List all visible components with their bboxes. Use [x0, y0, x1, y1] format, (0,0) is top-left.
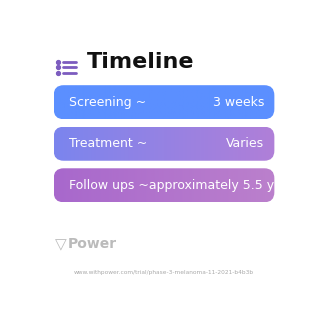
Text: Power: Power [67, 237, 116, 251]
Text: www.withpower.com/trial/phase-3-melanoma-11-2021-b4b3b: www.withpower.com/trial/phase-3-melanoma… [74, 270, 254, 275]
Text: Treatment ~: Treatment ~ [68, 137, 147, 150]
Text: Screening ~: Screening ~ [68, 96, 146, 109]
Text: 3 weeks: 3 weeks [213, 96, 264, 109]
Text: Follow ups ~approximately 5.5 years: Follow ups ~approximately 5.5 years [68, 179, 301, 192]
Text: Varies: Varies [226, 137, 264, 150]
Text: ▽: ▽ [55, 237, 67, 252]
Text: Timeline: Timeline [87, 52, 195, 72]
